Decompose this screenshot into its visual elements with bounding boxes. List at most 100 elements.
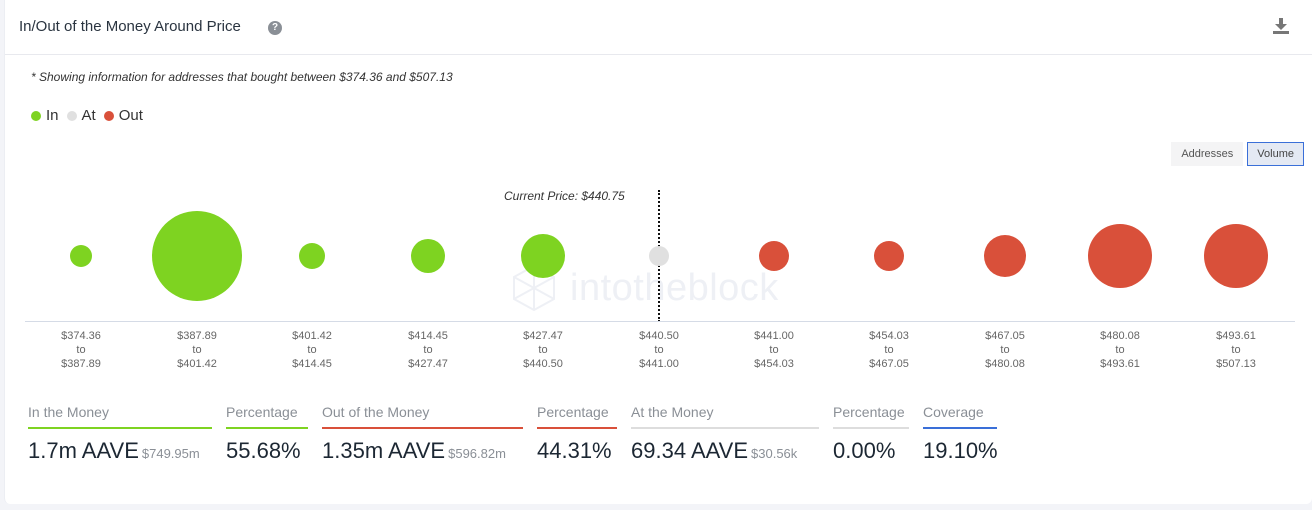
watermark: intotheblock <box>510 264 779 312</box>
bucket-label: $441.00 to $454.03 <box>719 329 829 371</box>
bucket-label: $467.05 to $480.08 <box>950 329 1060 371</box>
bubble-in[interactable] <box>299 243 325 269</box>
bubble-out[interactable] <box>759 241 789 271</box>
bucket-0[interactable]: $374.36 to $387.89 <box>26 180 136 380</box>
bucket-3[interactable]: $414.45 to $427.47 <box>373 180 483 380</box>
stat-value: 1.7m AAVE $749.95m <box>28 438 212 464</box>
stat-label: At the Money <box>631 404 819 429</box>
bucket-to: $493.61 <box>1100 358 1140 370</box>
legend-label-out: Out <box>118 107 143 124</box>
stat-out-percentage: Percentage 44.31% <box>537 404 617 464</box>
bucket-from: $480.08 <box>1100 330 1140 342</box>
bucket-to-word: to <box>76 344 86 356</box>
bucket-to: $480.08 <box>985 358 1025 370</box>
bucket-to: $467.05 <box>869 358 909 370</box>
bucket-to-word: to <box>538 344 548 356</box>
bucket-to-word: to <box>307 344 317 356</box>
bubble-at[interactable] <box>649 246 669 266</box>
stat-value: 55.68% <box>226 438 301 463</box>
bucket-label: $427.47 to $440.50 <box>488 329 598 371</box>
bucket-to-word: to <box>1231 344 1241 356</box>
stat-amount: 69.34 AAVE <box>631 438 749 463</box>
volume-toggle-button[interactable]: Volume <box>1247 142 1304 166</box>
in-out-money-card: In/Out of the Money Around Price ? * Sho… <box>4 0 1312 504</box>
bucket-1[interactable]: $387.89 to $401.42 <box>142 180 252 380</box>
stat-label: Percentage <box>226 404 308 429</box>
stat-in-the-money: In the Money 1.7m AAVE $749.95m <box>28 404 212 464</box>
stat-amount: 1.35m AAVE <box>322 438 446 463</box>
bucket-from: $441.00 <box>754 330 794 342</box>
stat-usd: $30.56k <box>751 446 798 461</box>
bucket-to-word: to <box>769 344 779 356</box>
stat-label: Percentage <box>833 404 909 429</box>
bucket-to: $454.03 <box>754 358 794 370</box>
bucket-label: $454.03 to $467.05 <box>834 329 944 371</box>
addresses-toggle-button[interactable]: Addresses <box>1171 142 1244 166</box>
bucket-to-word: to <box>423 344 433 356</box>
stat-coverage: Coverage 19.10% <box>923 404 998 464</box>
download-icon[interactable] <box>1272 17 1290 35</box>
bucket-10[interactable]: $493.61 to $507.13 <box>1181 180 1291 380</box>
bubble-out[interactable] <box>984 235 1026 277</box>
bucket-label: $387.89 to $401.42 <box>142 329 252 371</box>
legend-label-in: In <box>46 107 59 124</box>
bucket-from: $401.42 <box>292 330 332 342</box>
stat-value: 69.34 AAVE $30.56k <box>631 438 819 464</box>
bubble-in[interactable] <box>152 211 242 301</box>
stat-amount: 1.7m AAVE <box>28 438 139 463</box>
stat-label: Percentage <box>537 404 617 429</box>
bubble-in[interactable] <box>411 239 445 273</box>
stat-label: Out of the Money <box>322 404 523 429</box>
bucket-label: $493.61 to $507.13 <box>1181 329 1291 371</box>
bubble-out[interactable] <box>874 241 904 271</box>
bucket-to-word: to <box>1000 344 1010 356</box>
bucket-from: $440.50 <box>639 330 679 342</box>
bucket-to: $401.42 <box>177 358 217 370</box>
bucket-to: $414.45 <box>292 358 332 370</box>
card-header: In/Out of the Money Around Price ? <box>5 0 1312 55</box>
bucket-6[interactable]: $441.00 to $454.03 <box>719 180 829 380</box>
bucket-from: $387.89 <box>177 330 217 342</box>
bubble-out[interactable] <box>1204 224 1268 288</box>
x-axis-line <box>25 321 1295 322</box>
stat-at-the-money: At the Money 69.34 AAVE $30.56k <box>631 404 819 464</box>
legend-dot-in <box>31 110 41 121</box>
bucket-to: $440.50 <box>523 358 563 370</box>
bucket-from: $454.03 <box>869 330 909 342</box>
bucket-7[interactable]: $454.03 to $467.05 <box>834 180 944 380</box>
chart-legend: In At Out <box>31 107 151 124</box>
current-price-label: Current Price: $440.75 <box>504 189 625 203</box>
card-title: In/Out of the Money Around Price <box>19 18 241 35</box>
bucket-from: $374.36 <box>61 330 101 342</box>
bucket-label: $401.42 to $414.45 <box>257 329 367 371</box>
bucket-9[interactable]: $480.08 to $493.61 <box>1065 180 1175 380</box>
bucket-label: $480.08 to $493.61 <box>1065 329 1175 371</box>
bucket-to-word: to <box>1115 344 1125 356</box>
bucket-to: $507.13 <box>1216 358 1256 370</box>
bubble-in[interactable] <box>521 234 565 278</box>
legend-item-out: Out <box>103 107 143 124</box>
stat-out-of-the-money: Out of the Money 1.35m AAVE $596.82m <box>322 404 523 464</box>
bucket-8[interactable]: $467.05 to $480.08 <box>950 180 1060 380</box>
bubble-in[interactable] <box>70 245 92 267</box>
question-circle-icon[interactable]: ? <box>268 21 282 35</box>
stat-value: 44.31% <box>537 438 612 463</box>
bucket-4[interactable]: $427.47 to $440.50 <box>488 180 598 380</box>
legend-dot-out <box>103 110 114 121</box>
watermark-text: intotheblock <box>570 266 779 309</box>
bucket-label: $414.45 to $427.47 <box>373 329 483 371</box>
bubble-out[interactable] <box>1088 224 1152 288</box>
stat-usd: $596.82m <box>448 446 506 461</box>
bucket-5[interactable]: $440.50 to $441.00 <box>604 180 714 380</box>
bucket-to-word: to <box>654 344 664 356</box>
bucket-2[interactable]: $401.42 to $414.45 <box>257 180 367 380</box>
stat-in-percentage: Percentage 55.68% <box>226 404 308 464</box>
bucket-to-word: to <box>192 344 202 356</box>
stat-value: 1.35m AAVE $596.82m <box>322 438 523 464</box>
legend-dot-at <box>66 110 77 121</box>
bucket-from: $427.47 <box>523 330 563 342</box>
legend-item-at: At <box>66 107 96 124</box>
stat-usd: $749.95m <box>141 446 200 461</box>
legend-item-in: In <box>31 107 59 124</box>
bucket-from: $414.45 <box>408 330 448 342</box>
